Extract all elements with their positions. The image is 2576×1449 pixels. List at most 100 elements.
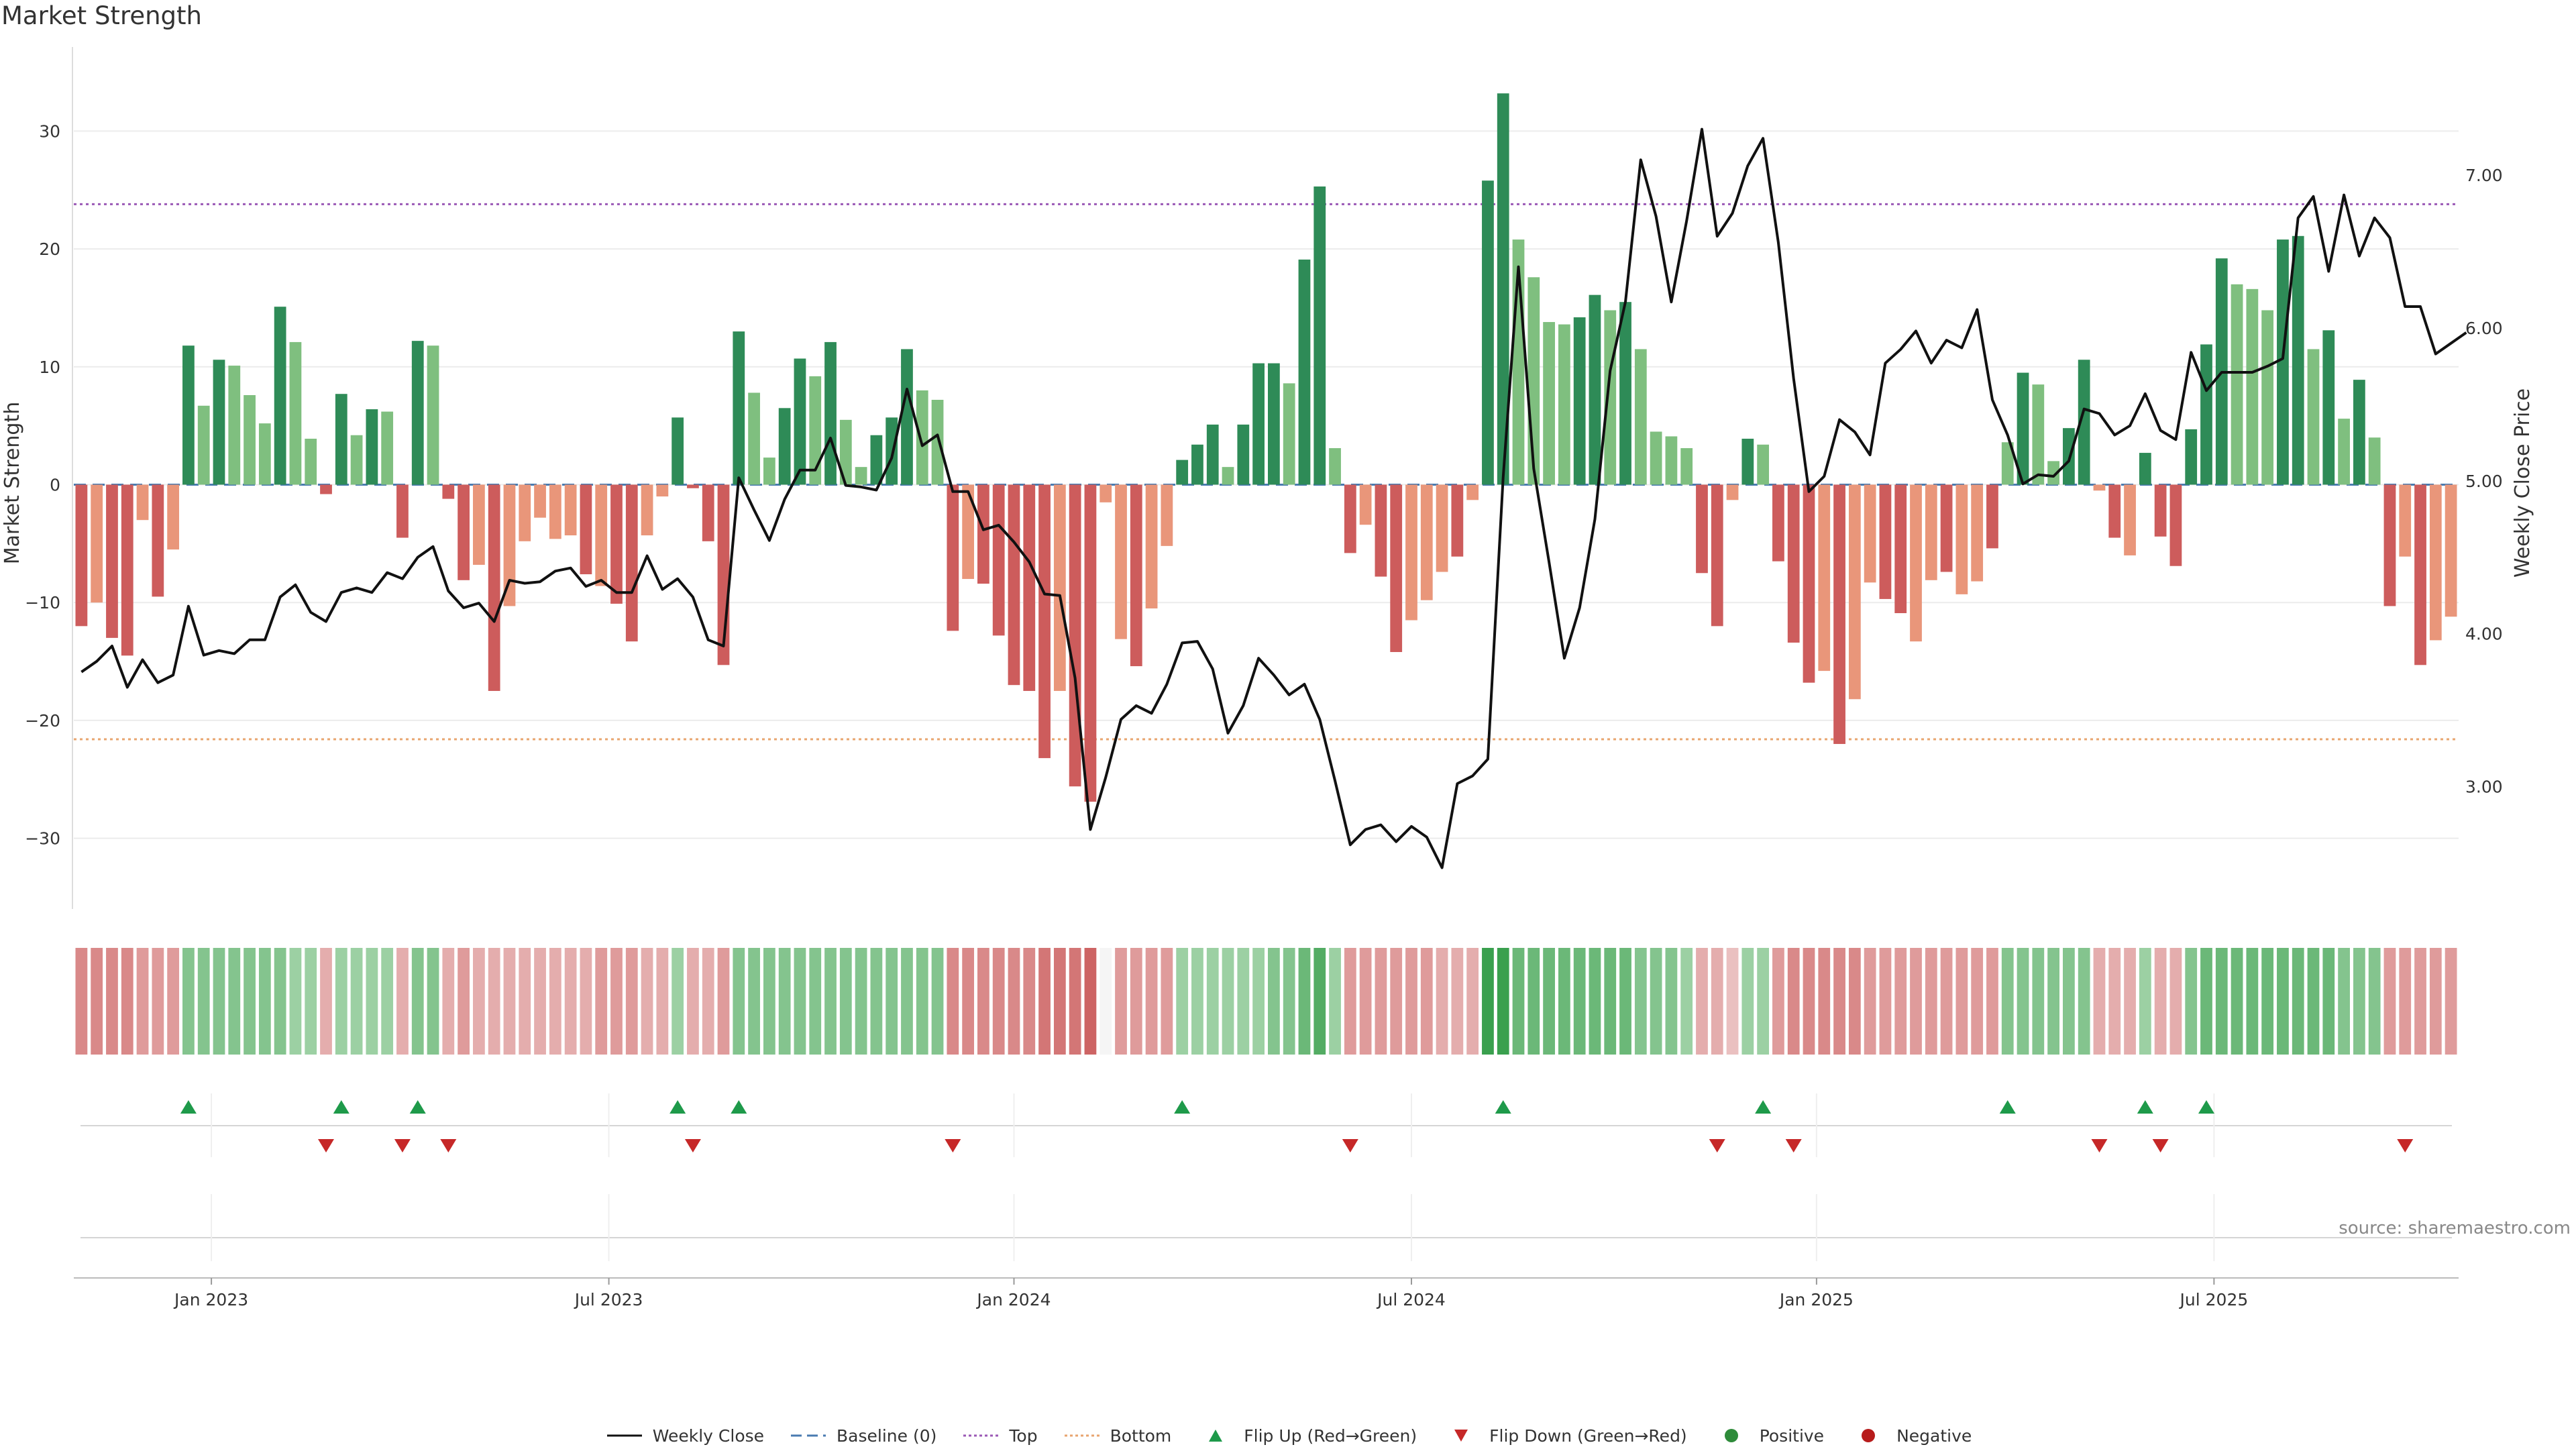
legend-label: Negative: [1896, 1426, 1972, 1446]
flip-down-marker: [684, 1139, 701, 1152]
strength-bar: [1787, 484, 1800, 643]
strength-bar: [75, 484, 88, 627]
heat-cell: [1390, 948, 1403, 1055]
legend-swatch: [1209, 1430, 1223, 1442]
strength-bar: [2231, 284, 2243, 485]
strength-bar: [503, 484, 516, 606]
heat-cell: [1650, 948, 1662, 1055]
strength-bar: [136, 484, 149, 521]
strength-bar: [1894, 484, 1907, 614]
heat-cell: [1848, 948, 1861, 1055]
heat-cell: [2001, 948, 2014, 1055]
y-tick-label-left: −30: [25, 829, 60, 849]
legend-swatch: [606, 1434, 642, 1437]
y-tick-label-left: 20: [39, 239, 60, 259]
heat-cell: [442, 948, 455, 1055]
strength-bar: [2108, 484, 2121, 538]
strength-bar: [473, 484, 485, 565]
heat-cell: [656, 948, 669, 1055]
heat-cell: [641, 948, 653, 1055]
strength-bar: [106, 484, 118, 638]
flip-down-marker: [440, 1139, 457, 1152]
strength-bar: [2154, 484, 2167, 537]
strength-bar: [2399, 484, 2412, 557]
heat-cell: [2047, 948, 2059, 1055]
strength-bar: [1069, 484, 1081, 787]
flip-down-marker: [2091, 1139, 2108, 1152]
strength-bar: [1864, 484, 1876, 583]
strength-bar: [1558, 324, 1570, 485]
legend-item: Flip Up (Red→Green): [1195, 1426, 1417, 1446]
heat-cell: [2383, 948, 2396, 1055]
y-axis-label-right: Weekly Close Price: [2511, 388, 2534, 578]
strength-bar: [2353, 380, 2365, 485]
strength-bar: [1451, 484, 1464, 557]
heat-cell: [916, 948, 928, 1055]
heat-cell: [1466, 948, 1479, 1055]
heat-cell: [870, 948, 883, 1055]
strength-bar: [1466, 484, 1479, 500]
strength-bar: [1053, 484, 1066, 691]
heat-cell: [1573, 948, 1586, 1055]
heat-cell: [75, 948, 88, 1055]
heat-cell: [1803, 948, 1815, 1055]
heat-cell: [2200, 948, 2212, 1055]
heat-cell: [1375, 948, 1387, 1055]
heat-cell: [672, 948, 684, 1055]
y-tick-label-right: 6.00: [2465, 319, 2503, 338]
heat-cell: [1512, 948, 1525, 1055]
heat-cell: [1558, 948, 1570, 1055]
strength-bar: [289, 341, 302, 485]
legend-label: Baseline (0): [837, 1426, 937, 1446]
strength-bar: [2261, 310, 2274, 485]
heat-cell: [549, 948, 561, 1055]
strength-bar: [1925, 484, 1937, 580]
y-tick-label-left: −10: [25, 593, 60, 612]
heat-cell: [1741, 948, 1754, 1055]
strength-bar: [610, 484, 623, 604]
strength-bar: [2322, 330, 2335, 485]
strength-bar: [488, 484, 500, 691]
legend-swatch: [1454, 1430, 1468, 1442]
heat-cell: [855, 948, 867, 1055]
strength-bar: [182, 345, 195, 485]
strength-bar: [2001, 442, 2014, 485]
strength-bar: [1573, 317, 1586, 485]
strength-bar: [1099, 484, 1112, 502]
heat-cell: [2124, 948, 2136, 1055]
heat-cell: [839, 948, 852, 1055]
heat-cell: [1864, 948, 1876, 1055]
heat-cell: [1161, 948, 1173, 1055]
legend-swatch: [791, 1434, 826, 1437]
heat-cell: [625, 948, 638, 1055]
heat-cell: [564, 948, 577, 1055]
flip-down-marker: [2152, 1139, 2169, 1152]
strength-bars: [75, 93, 2457, 802]
legend: Weekly Close Baseline (0) Top Bottom Flip Up…: [0, 1424, 2576, 1448]
heat-cell: [1940, 948, 1953, 1055]
heat-cell: [1527, 948, 1540, 1055]
heat-cell: [778, 948, 791, 1055]
strength-bar: [1757, 444, 1770, 485]
strength-bar: [824, 341, 837, 485]
heat-cell: [1359, 948, 1372, 1055]
heat-cell: [91, 948, 103, 1055]
heat-cell: [2353, 948, 2365, 1055]
heat-cell: [2322, 948, 2335, 1055]
heat-cell: [350, 948, 363, 1055]
flip-up-marker: [2198, 1100, 2214, 1114]
strength-bar: [1986, 484, 1998, 549]
x-tick-label: Jul 2025: [2179, 1290, 2249, 1309]
strength-bar: [1313, 186, 1326, 485]
strength-bar: [1252, 363, 1265, 485]
y-tick-label-left: −20: [25, 711, 60, 731]
strength-bar: [167, 484, 180, 550]
strength-bar: [1497, 93, 1509, 485]
legend-item: Flip Down (Green→Red): [1441, 1426, 1687, 1446]
strength-bar: [1145, 484, 1158, 608]
strength-bar: [1008, 484, 1020, 686]
heat-cell: [381, 948, 394, 1055]
heat-cell: [1451, 948, 1464, 1055]
strength-bar: [947, 484, 959, 631]
heat-cell: [534, 948, 546, 1055]
